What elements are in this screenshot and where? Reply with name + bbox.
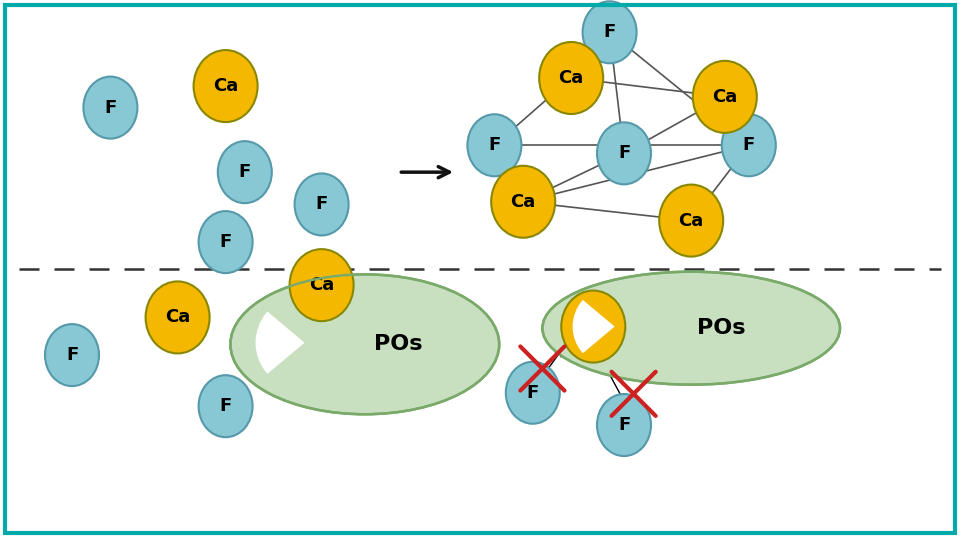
Ellipse shape [45,324,99,386]
Text: F: F [618,144,630,162]
Text: Ca: Ca [213,77,238,95]
Ellipse shape [597,394,651,456]
Ellipse shape [295,173,348,236]
Wedge shape [583,308,612,345]
Ellipse shape [597,122,651,185]
Text: Ca: Ca [712,88,737,106]
Text: F: F [105,98,116,117]
Text: F: F [489,136,500,154]
Text: F: F [316,195,327,214]
Wedge shape [574,302,612,351]
Ellipse shape [542,272,840,385]
Text: POs: POs [374,334,422,355]
Ellipse shape [693,61,756,133]
Text: F: F [66,346,78,364]
Ellipse shape [562,291,625,363]
Text: POs: POs [697,318,745,338]
Text: F: F [220,397,231,415]
Text: F: F [743,136,755,154]
Wedge shape [268,320,302,365]
Text: Ca: Ca [309,276,334,294]
Text: F: F [220,233,231,251]
Ellipse shape [468,114,521,176]
Ellipse shape [290,249,353,321]
Ellipse shape [660,185,723,257]
Text: F: F [604,23,615,41]
Ellipse shape [84,76,137,139]
Wedge shape [257,314,302,372]
Ellipse shape [722,114,776,176]
Ellipse shape [583,1,636,63]
Text: Ca: Ca [559,69,584,87]
Text: Ca: Ca [511,193,536,211]
Ellipse shape [146,281,209,353]
Ellipse shape [540,42,603,114]
Ellipse shape [492,166,555,238]
Text: Ca: Ca [581,317,606,336]
Text: Ca: Ca [679,211,704,230]
Ellipse shape [199,211,252,273]
Ellipse shape [230,274,499,414]
Ellipse shape [506,362,560,424]
Text: F: F [239,163,251,181]
Ellipse shape [199,375,252,437]
Text: F: F [527,384,539,402]
Ellipse shape [194,50,257,122]
Text: F: F [618,416,630,434]
Ellipse shape [218,141,272,203]
Text: Ca: Ca [165,308,190,327]
